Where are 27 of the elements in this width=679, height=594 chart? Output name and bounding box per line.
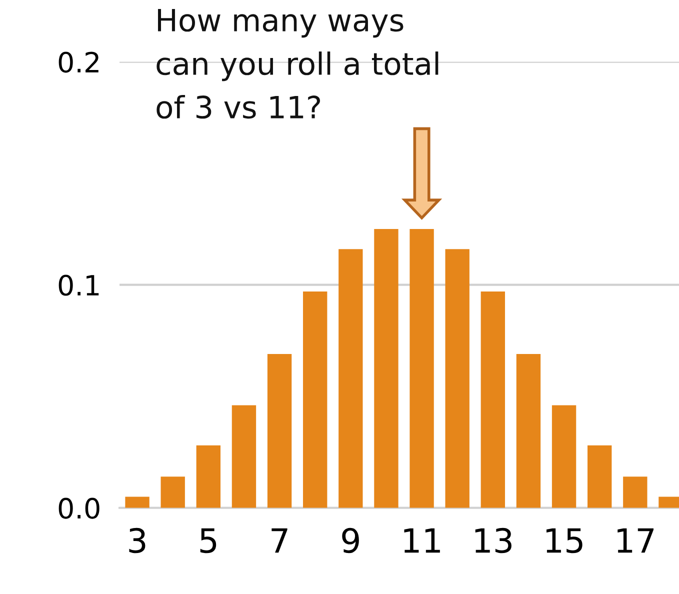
bar xyxy=(160,476,185,508)
bar xyxy=(267,354,292,508)
x-tick-label: 13 xyxy=(475,528,512,554)
bar xyxy=(410,229,434,508)
bar xyxy=(303,292,328,508)
x-tick-label: 7 xyxy=(272,528,288,553)
bar xyxy=(445,249,470,508)
bar xyxy=(196,445,220,508)
bar xyxy=(125,496,150,508)
bar xyxy=(623,476,648,508)
x-tick-label: 9 xyxy=(342,528,359,554)
bar xyxy=(232,405,256,508)
x-tick-label: 15 xyxy=(546,528,582,554)
x-tick-label: 17 xyxy=(618,528,654,553)
y-tick-label: 0.2 xyxy=(58,52,98,73)
bar xyxy=(338,249,363,508)
x-tick-label: 11 xyxy=(404,528,440,553)
y-tick-label: 0.0 xyxy=(58,498,100,519)
annotation: How many ways can you roll a total of 3 vs 11? xyxy=(156,8,438,119)
bar xyxy=(516,354,541,508)
bar xyxy=(374,229,398,508)
bar xyxy=(588,445,612,508)
y-tick-label: 0.1 xyxy=(58,274,99,296)
x-tick-label: 5 xyxy=(200,528,216,554)
x-tick-label: 3 xyxy=(129,528,146,554)
bar xyxy=(552,405,576,508)
bar xyxy=(480,292,506,508)
